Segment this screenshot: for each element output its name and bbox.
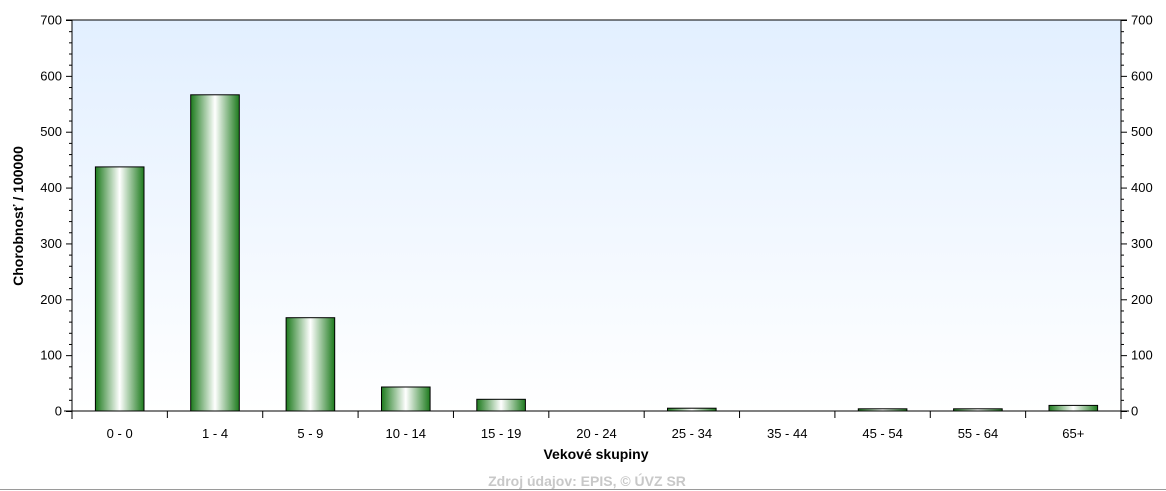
y-tick-label-right: 700 bbox=[1131, 13, 1153, 28]
axes bbox=[64, 19, 1129, 419]
x-tick-label: 0 - 0 bbox=[107, 426, 133, 441]
y-tick-label-left: 400 bbox=[40, 180, 62, 195]
x-axis-title: Vekové skupiny bbox=[543, 446, 648, 462]
bar bbox=[1048, 404, 1099, 412]
y-axis-title: Chorobnosť / 100000 bbox=[10, 146, 26, 286]
bar bbox=[381, 386, 431, 412]
x-tick-label: 25 - 34 bbox=[672, 426, 712, 441]
plot-area bbox=[72, 20, 1121, 411]
y-tick-label-right: 400 bbox=[1131, 180, 1153, 195]
y-tick-label-left: 300 bbox=[40, 236, 62, 251]
y-tick-label-left: 600 bbox=[40, 68, 62, 83]
bar bbox=[190, 94, 240, 412]
x-tick-label: 5 - 9 bbox=[297, 426, 323, 441]
bar bbox=[476, 398, 526, 412]
y-tick-label-right: 200 bbox=[1131, 292, 1153, 307]
bar bbox=[285, 317, 336, 412]
y-tick-label-right: 100 bbox=[1131, 348, 1153, 363]
y-tick-label-right: 300 bbox=[1131, 236, 1153, 251]
source-label: Zdroj údajov: EPIS, © ÚVZ SR bbox=[488, 472, 686, 489]
y-tick-label-left: 700 bbox=[40, 13, 62, 28]
y-tick-label-left: 500 bbox=[40, 124, 62, 139]
y-tick-label-left: 100 bbox=[40, 348, 62, 363]
x-tick-label: 35 - 44 bbox=[767, 426, 807, 441]
bar bbox=[94, 166, 145, 412]
tick-labels: 0 0 100 100 200 200 300 300 400 400 500 500 600 600 70… bbox=[40, 13, 1152, 442]
x-tick-label: 1 - 4 bbox=[202, 426, 228, 441]
x-tick-label: 20 - 24 bbox=[576, 426, 616, 441]
y-tick-label-right: 600 bbox=[1131, 68, 1153, 83]
y-tick-label-left: 0 bbox=[55, 404, 62, 419]
y-tick-label-right: 0 bbox=[1131, 404, 1138, 419]
x-tick-label: 65+ bbox=[1062, 426, 1084, 441]
y-tick-label-right: 500 bbox=[1131, 124, 1153, 139]
x-tick-label: 10 - 14 bbox=[386, 426, 426, 441]
x-tick-label: 45 - 54 bbox=[862, 426, 902, 441]
x-tick-label: 15 - 19 bbox=[481, 426, 521, 441]
y-tick-label-left: 200 bbox=[40, 292, 62, 307]
bars bbox=[94, 94, 1099, 412]
x-tick-label: 55 - 64 bbox=[958, 426, 998, 441]
